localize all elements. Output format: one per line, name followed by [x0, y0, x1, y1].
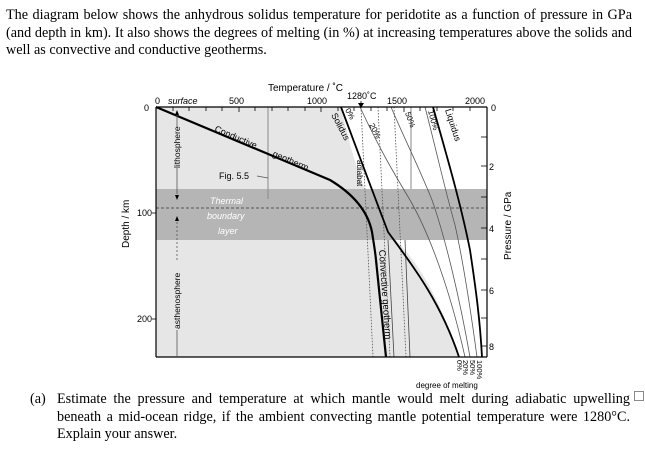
checkbox[interactable] [634, 391, 644, 401]
top-tick-500: 500 [229, 96, 244, 106]
asthenosphere-label: asthenosphere [172, 272, 182, 329]
adiabat-50-solid [404, 239, 411, 358]
intro-paragraph: The diagram below shows the anhydrous so… [6, 7, 632, 58]
question-label: (a) [30, 391, 46, 407]
liquidus-curve [432, 106, 483, 358]
melt-50pct-curve [390, 106, 471, 358]
convective-geotherm [374, 259, 388, 358]
pct-bottom-100: 100% [475, 360, 484, 380]
fig-5-5-pointer [256, 175, 269, 179]
melt-20pct-curve [359, 106, 466, 358]
adiabat-20-solid [387, 239, 395, 358]
chart-title: Temperature / ˚C [268, 82, 343, 94]
surface-label: surface [168, 96, 198, 106]
thermal-boundary-band [156, 189, 487, 240]
lithosphere-arrow-down [175, 195, 179, 200]
top-tick-1500: 1500 [387, 96, 407, 106]
pressure-tick-2: 2 [489, 162, 494, 172]
melt-100pct-curve [424, 106, 478, 358]
lithosphere-label: lithosphere [172, 126, 182, 168]
pressure-tick-0: 0 [491, 103, 496, 113]
right-ticks [481, 136, 487, 347]
question-a: (a) Estimate the pressure and temperatur… [30, 391, 630, 444]
1280-marker-arrow [358, 103, 364, 108]
depth-tick-0: 0 [144, 103, 149, 113]
lithosphere-arrow-up [175, 110, 179, 115]
adiabat-label: adiabat [355, 160, 364, 187]
pressure-tick-4: 4 [489, 224, 494, 234]
fig-5-5-label: Fig. 5.5 [219, 171, 249, 181]
left-ticks [152, 212, 156, 320]
pressure-axis-label: Pressure / GPa [503, 191, 514, 260]
question-text: Estimate the pressure and temperature at… [57, 391, 630, 442]
pressure-tick-8: 8 [489, 342, 494, 352]
1280-label: 1280˚C [347, 91, 377, 101]
solidus-curve [340, 106, 460, 358]
degree-of-melting-label: degree of melting [416, 381, 478, 390]
boundary-label: boundary [207, 211, 245, 221]
top-tick-2000: 2000 [465, 96, 485, 106]
top-tick-0: 0 [155, 96, 160, 106]
depth-tick-100: 100 [137, 208, 152, 218]
conductive-geotherm [155, 105, 378, 261]
layer-label: layer [218, 226, 239, 236]
top-ticks [172, 107, 471, 112]
pressure-tick-6: 6 [489, 286, 494, 296]
pct-bottom-0: 0% [455, 360, 464, 371]
pct-bottom-50: 50% [468, 360, 477, 375]
top-tick-1000: 1000 [307, 96, 327, 106]
thermal-label: Thermal [210, 196, 244, 206]
asthenosphere-arrow-up [175, 216, 179, 221]
pct-bottom-20: 20% [461, 360, 470, 375]
depth-tick-200: 200 [137, 314, 152, 324]
depth-axis-label: Depth / km [121, 200, 132, 248]
